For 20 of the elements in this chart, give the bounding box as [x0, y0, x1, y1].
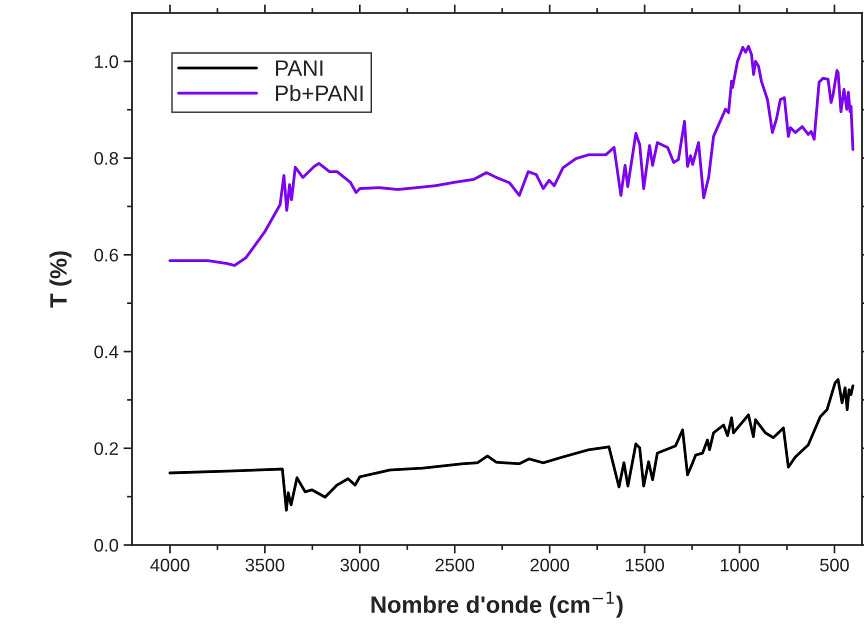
x-tick-label: 3000 [340, 558, 380, 572]
legend-label: Pb+PANI [276, 84, 363, 102]
line-series [168, 44, 854, 267]
y-axis-title: T (%) [49, 251, 72, 308]
x-tick-label: 1500 [626, 558, 664, 572]
x-tick-label: 500 [820, 558, 849, 572]
x-tick-label: 4000 [150, 558, 190, 572]
x-tick-label: 3500 [246, 558, 284, 572]
line-series [168, 378, 854, 512]
y-tick-label: 0.6 [94, 248, 118, 262]
y-tick-label: 0.2 [94, 442, 118, 455]
x-tick-label: 1000 [720, 558, 759, 572]
x-axis-title: Nombre d'onde (cm$^{−1}$) [372, 592, 623, 618]
x-tick-label: 2500 [436, 558, 474, 572]
legend-label: PANI [276, 60, 322, 76]
y-tick-label: 0.4 [94, 345, 118, 358]
y-tick-label: 0.0 [94, 538, 118, 552]
y-tick-label: 0.8 [94, 152, 118, 165]
x-tick-label: 2000 [530, 558, 570, 572]
y-tick-label: 1.0 [95, 55, 118, 68]
